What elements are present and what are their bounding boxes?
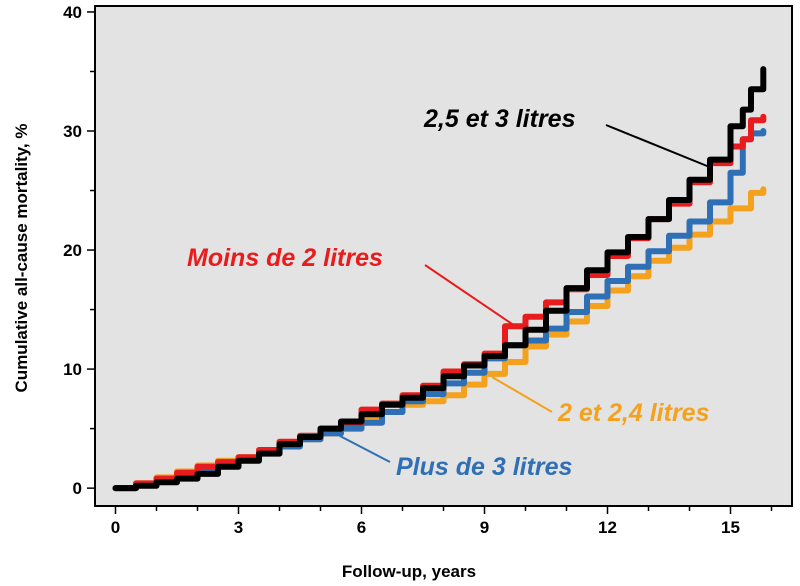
x-tick-label: 0 bbox=[111, 518, 120, 537]
leader-line-2-5-et-3-litres bbox=[605, 124, 713, 169]
x-axis: 0 3 6 9 12 15 bbox=[111, 506, 773, 537]
x-tick-label: 15 bbox=[721, 518, 740, 537]
series-lines bbox=[112, 66, 767, 492]
label-2-5-et-3-litres: 2,5 et 3 litres bbox=[423, 105, 576, 133]
x-tick-label: 6 bbox=[357, 518, 366, 537]
series-annotations: 2,5 et 3 litres Moins de 2 litres 2 et 2… bbox=[187, 105, 713, 481]
label-moins-de-2-litres: Moins de 2 litres bbox=[187, 244, 383, 272]
plot-area bbox=[94, 5, 793, 507]
label-plus-de-3-litres: Plus de 3 litres bbox=[396, 453, 573, 481]
series-line-2-5-et-3-litres bbox=[112, 66, 767, 492]
x-tick-label: 9 bbox=[480, 518, 489, 537]
y-tick-label: 20 bbox=[63, 241, 82, 260]
y-tick-label: 30 bbox=[63, 122, 82, 141]
y-tick-label: 0 bbox=[73, 479, 82, 498]
leader-line-2-et-2-4-litres bbox=[491, 376, 553, 413]
x-tick-label: 3 bbox=[234, 518, 243, 537]
y-axis-title: Cumulative all-cause mortality, % bbox=[12, 124, 31, 393]
label-2-et-2-4-litres: 2 et 2,4 litres bbox=[557, 399, 710, 427]
y-tick-label: 10 bbox=[63, 360, 82, 379]
leader-line-moins-de-2-litres bbox=[424, 264, 516, 327]
y-axis: 0 10 20 30 40 bbox=[63, 3, 95, 498]
x-axis-title: Follow-up, years bbox=[342, 562, 476, 581]
leader-line-plus-de-3-litres bbox=[339, 435, 391, 463]
y-tick-label: 40 bbox=[63, 3, 82, 22]
x-tick-label: 12 bbox=[598, 518, 617, 537]
